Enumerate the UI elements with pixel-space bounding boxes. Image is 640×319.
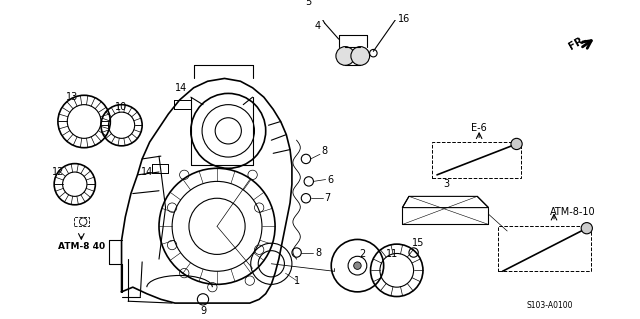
Text: 8: 8 [322,146,328,156]
Text: S103-A0100: S103-A0100 [526,301,573,310]
Circle shape [336,47,355,65]
Text: 3: 3 [444,179,449,189]
Bar [174,100,191,109]
Circle shape [351,47,370,65]
Text: ATM-8 40: ATM-8 40 [58,242,105,251]
Bar [433,142,521,178]
Text: 14: 14 [141,167,153,177]
Text: 14: 14 [175,83,188,93]
Text: 1: 1 [294,276,300,286]
Text: 9: 9 [200,306,206,315]
Text: 2: 2 [359,249,365,259]
Text: 5: 5 [305,0,311,7]
Text: 12: 12 [52,167,64,177]
Text: 15: 15 [412,238,424,248]
Circle shape [332,240,383,292]
Text: 11: 11 [386,249,398,259]
Circle shape [581,223,593,234]
Text: 10: 10 [115,101,128,112]
Text: FR.: FR. [568,34,589,52]
Text: 6: 6 [327,174,333,184]
Bar [74,217,89,226]
Text: E-6: E-6 [471,123,487,133]
Text: 16: 16 [398,13,410,24]
Circle shape [511,138,522,150]
Text: 8: 8 [315,248,321,257]
Polygon shape [403,197,488,208]
Text: ATM-8-10: ATM-8-10 [550,207,596,217]
Text: 13: 13 [66,92,78,102]
Text: 7: 7 [324,193,331,203]
Circle shape [354,262,361,269]
Bar [498,226,591,271]
Bar [152,164,168,173]
Text: 4: 4 [314,21,320,31]
